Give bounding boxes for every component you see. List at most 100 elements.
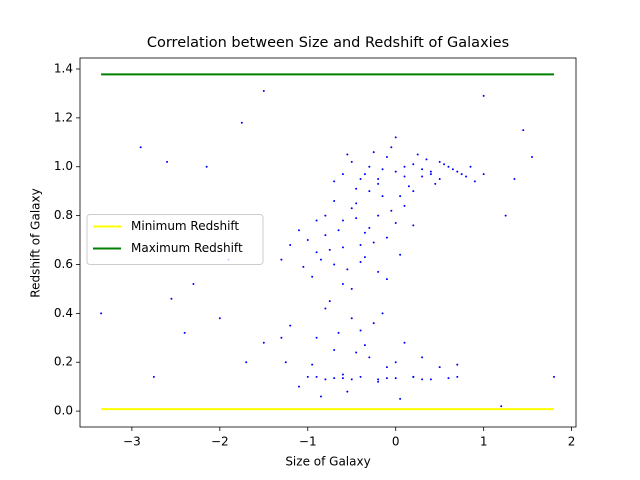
scatter-point: [407, 185, 410, 188]
scatter-point: [341, 373, 344, 376]
scatter-point: [337, 331, 340, 334]
scatter-point: [170, 297, 173, 300]
scatter-point: [350, 207, 353, 210]
scatter-point: [311, 363, 314, 366]
scatter-point: [438, 366, 441, 369]
scatter-point: [315, 251, 318, 254]
scatter-point: [315, 375, 318, 378]
y-tick-label: 1.0: [54, 159, 73, 173]
y-tick-label: 0.8: [54, 208, 73, 222]
scatter-point: [429, 170, 432, 173]
scatter-point: [403, 175, 406, 178]
scatter-point: [218, 317, 221, 320]
scatter-point: [372, 241, 375, 244]
y-tick-label: 0.6: [54, 257, 73, 271]
scatter-point: [460, 173, 463, 176]
scatter-point: [359, 177, 362, 180]
scatter-point: [315, 219, 318, 222]
scatter-point: [289, 243, 292, 246]
scatter-point: [192, 283, 195, 286]
scatter-point: [341, 219, 344, 222]
scatter-point: [355, 217, 358, 220]
scatter-point: [377, 177, 380, 180]
scatter-point: [394, 221, 397, 224]
scatter-point: [306, 375, 309, 378]
scatter-point: [381, 312, 384, 315]
x-axis-label: Size of Galaxy: [285, 455, 370, 469]
scatter-point: [504, 214, 507, 217]
scatter-point: [482, 173, 485, 176]
plot-frame: [79, 57, 577, 428]
scatter-point: [377, 378, 380, 381]
legend-box: [86, 214, 264, 265]
scatter-point: [399, 195, 402, 198]
scatter-point: [341, 246, 344, 249]
scatter-point: [363, 231, 366, 234]
scatter-point: [456, 363, 459, 366]
scatter-point: [350, 160, 353, 163]
scatter-point: [359, 243, 362, 246]
x-tick-label: −2: [211, 435, 229, 449]
scatter-point: [355, 202, 358, 205]
scatter-point: [399, 397, 402, 400]
y-tick-label: 0.2: [54, 355, 73, 369]
scatter-point: [403, 165, 406, 168]
scatter-point: [412, 224, 415, 227]
scatter-point: [359, 261, 362, 264]
scatter-point: [341, 283, 344, 286]
scatter-point: [324, 307, 327, 310]
scatter-point: [421, 168, 424, 171]
scatter-point: [438, 177, 441, 180]
scatter-point: [333, 349, 336, 352]
scatter-point: [306, 239, 309, 242]
scatter-point: [377, 214, 380, 217]
scatter-point: [381, 195, 384, 198]
scatter-point: [385, 377, 388, 380]
scatter-point: [311, 275, 314, 278]
scatter-point: [302, 265, 305, 268]
scatter-point: [372, 151, 375, 154]
scatter-point: [262, 89, 265, 92]
scatter-point: [262, 341, 265, 344]
scatter-point: [346, 390, 349, 393]
legend-label: Minimum Redshift: [131, 219, 239, 233]
chart-title: Correlation between Size and Redshift of…: [147, 35, 509, 51]
scatter-point: [240, 121, 243, 124]
scatter-point: [333, 377, 336, 380]
scatter-point: [429, 378, 432, 381]
scatter-point: [355, 187, 358, 190]
scatter-point: [456, 375, 459, 378]
scatter-point: [390, 209, 393, 212]
scatter-point: [500, 405, 503, 408]
scatter-point: [421, 175, 424, 178]
scatter-point: [333, 199, 336, 202]
scatter-point: [280, 258, 283, 261]
scatter-point: [447, 165, 450, 168]
scatter-point: [473, 180, 476, 183]
scatter-point: [443, 163, 446, 166]
y-tick-label: 0.0: [54, 404, 73, 418]
scatter-point: [350, 287, 353, 290]
scatter-point: [381, 168, 384, 171]
scatter-point: [333, 180, 336, 183]
x-tick-label: −3: [123, 435, 141, 449]
scatter-point: [328, 248, 331, 251]
scatter-point: [394, 170, 397, 173]
scatter-point: [337, 229, 340, 232]
scatter-point: [363, 256, 366, 259]
scatter-point: [166, 160, 169, 163]
scatter-point: [333, 263, 336, 266]
scatter-point: [363, 173, 366, 176]
scatter-point: [412, 190, 415, 193]
y-tick-label: 1.2: [54, 110, 73, 124]
scatter-point: [377, 182, 380, 185]
y-tick-label: 1.4: [54, 61, 73, 75]
scatter-point: [324, 378, 327, 381]
scatter-point: [553, 375, 556, 378]
scatter-point: [394, 377, 397, 380]
scatter-point: [377, 270, 380, 273]
scatter-point: [421, 378, 424, 381]
scatter-point: [412, 375, 415, 378]
y-tick-label: 0.4: [54, 306, 73, 320]
